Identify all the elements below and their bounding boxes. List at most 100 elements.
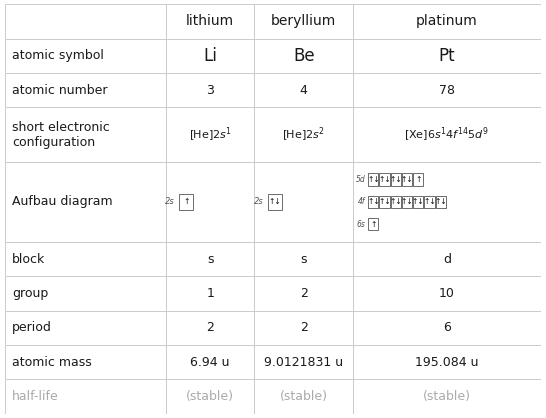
Text: 4f: 4f (358, 197, 366, 206)
Text: ↑↓: ↑↓ (401, 175, 413, 184)
Bar (353, 276, 541, 311)
Text: 4: 4 (300, 84, 308, 97)
Bar (166, 380, 254, 414)
Bar (179, 194, 193, 210)
Bar (379, 196, 390, 208)
Bar (353, 162, 541, 242)
Bar (379, 173, 390, 186)
Bar (254, 311, 353, 345)
Text: ↑↓: ↑↓ (367, 197, 379, 206)
Bar (254, 4, 353, 38)
Text: 2s: 2s (165, 197, 175, 206)
Text: ↑↓: ↑↓ (268, 197, 281, 206)
Text: ↑↓: ↑↓ (378, 175, 391, 184)
Text: 6s: 6s (357, 220, 366, 229)
Text: (stable): (stable) (186, 390, 234, 403)
Text: [Xe]6$s^1$4$f^{14}$5$d^9$: [Xe]6$s^1$4$f^{14}$5$d^9$ (405, 125, 489, 144)
Text: platinum: platinum (416, 14, 478, 28)
Bar (402, 196, 412, 208)
Bar (368, 218, 378, 230)
Text: (stable): (stable) (280, 390, 328, 403)
Bar (5, 345, 166, 380)
Text: ↑↓: ↑↓ (412, 197, 425, 206)
Text: 195.084 u: 195.084 u (415, 356, 479, 369)
Bar (5, 311, 166, 345)
Bar (353, 345, 541, 380)
Bar (254, 345, 353, 380)
Bar (413, 196, 423, 208)
Text: ↑: ↑ (370, 220, 377, 229)
Bar (166, 162, 254, 242)
Bar (353, 107, 541, 162)
Text: 9.0121831 u: 9.0121831 u (264, 356, 343, 369)
Text: atomic symbol: atomic symbol (12, 49, 104, 62)
Bar (391, 196, 401, 208)
Bar (5, 276, 166, 311)
Bar (353, 311, 541, 345)
Text: 6: 6 (443, 321, 451, 334)
Text: 3: 3 (206, 84, 214, 97)
Bar (353, 242, 541, 276)
Bar (353, 4, 541, 38)
Text: Aufbau diagram: Aufbau diagram (12, 196, 112, 209)
Text: Be: Be (293, 47, 314, 65)
Text: 1: 1 (206, 287, 214, 300)
Text: ↑↓: ↑↓ (389, 175, 402, 184)
Bar (166, 345, 254, 380)
Bar (166, 4, 254, 38)
Bar (166, 276, 254, 311)
Text: (stable): (stable) (423, 390, 471, 403)
Bar (166, 242, 254, 276)
Text: block: block (12, 252, 45, 265)
Text: s: s (300, 252, 307, 265)
Bar (391, 173, 401, 186)
Bar (5, 242, 166, 276)
Text: Li: Li (203, 47, 217, 65)
Text: 5d: 5d (356, 175, 366, 184)
Bar (368, 196, 378, 208)
Bar (166, 107, 254, 162)
Bar (368, 173, 378, 186)
Bar (5, 162, 166, 242)
Bar (5, 380, 166, 414)
Text: ↑↓: ↑↓ (367, 175, 379, 184)
Bar (353, 38, 541, 73)
Text: ↑↓: ↑↓ (435, 197, 447, 206)
Text: s: s (207, 252, 213, 265)
Text: [He]2$s^2$: [He]2$s^2$ (282, 125, 325, 144)
Text: 2s: 2s (254, 197, 263, 206)
Text: 10: 10 (439, 287, 455, 300)
Text: [He]2$s^1$: [He]2$s^1$ (188, 125, 232, 144)
Bar (254, 242, 353, 276)
Bar (254, 276, 353, 311)
Bar (353, 73, 541, 107)
Text: short electronic
configuration: short electronic configuration (12, 121, 110, 149)
Text: period: period (12, 321, 52, 334)
Bar (424, 196, 435, 208)
Bar (254, 162, 353, 242)
Bar (166, 38, 254, 73)
Text: atomic mass: atomic mass (12, 356, 92, 369)
Bar (413, 173, 423, 186)
Text: group: group (12, 287, 48, 300)
Bar (5, 107, 166, 162)
Bar (402, 173, 412, 186)
Bar (254, 380, 353, 414)
Bar (436, 196, 446, 208)
Text: 2: 2 (300, 287, 308, 300)
Bar (5, 4, 166, 38)
Text: ↑: ↑ (183, 197, 189, 206)
Bar (268, 194, 282, 210)
Text: 78: 78 (439, 84, 455, 97)
Text: 2: 2 (206, 321, 214, 334)
Text: ↑: ↑ (415, 175, 422, 184)
Text: d: d (443, 252, 451, 265)
Bar (166, 311, 254, 345)
Bar (166, 73, 254, 107)
Bar (254, 107, 353, 162)
Text: 6.94 u: 6.94 u (191, 356, 230, 369)
Text: atomic number: atomic number (12, 84, 108, 97)
Text: ↑↓: ↑↓ (423, 197, 436, 206)
Bar (353, 380, 541, 414)
Text: half-life: half-life (12, 390, 58, 403)
